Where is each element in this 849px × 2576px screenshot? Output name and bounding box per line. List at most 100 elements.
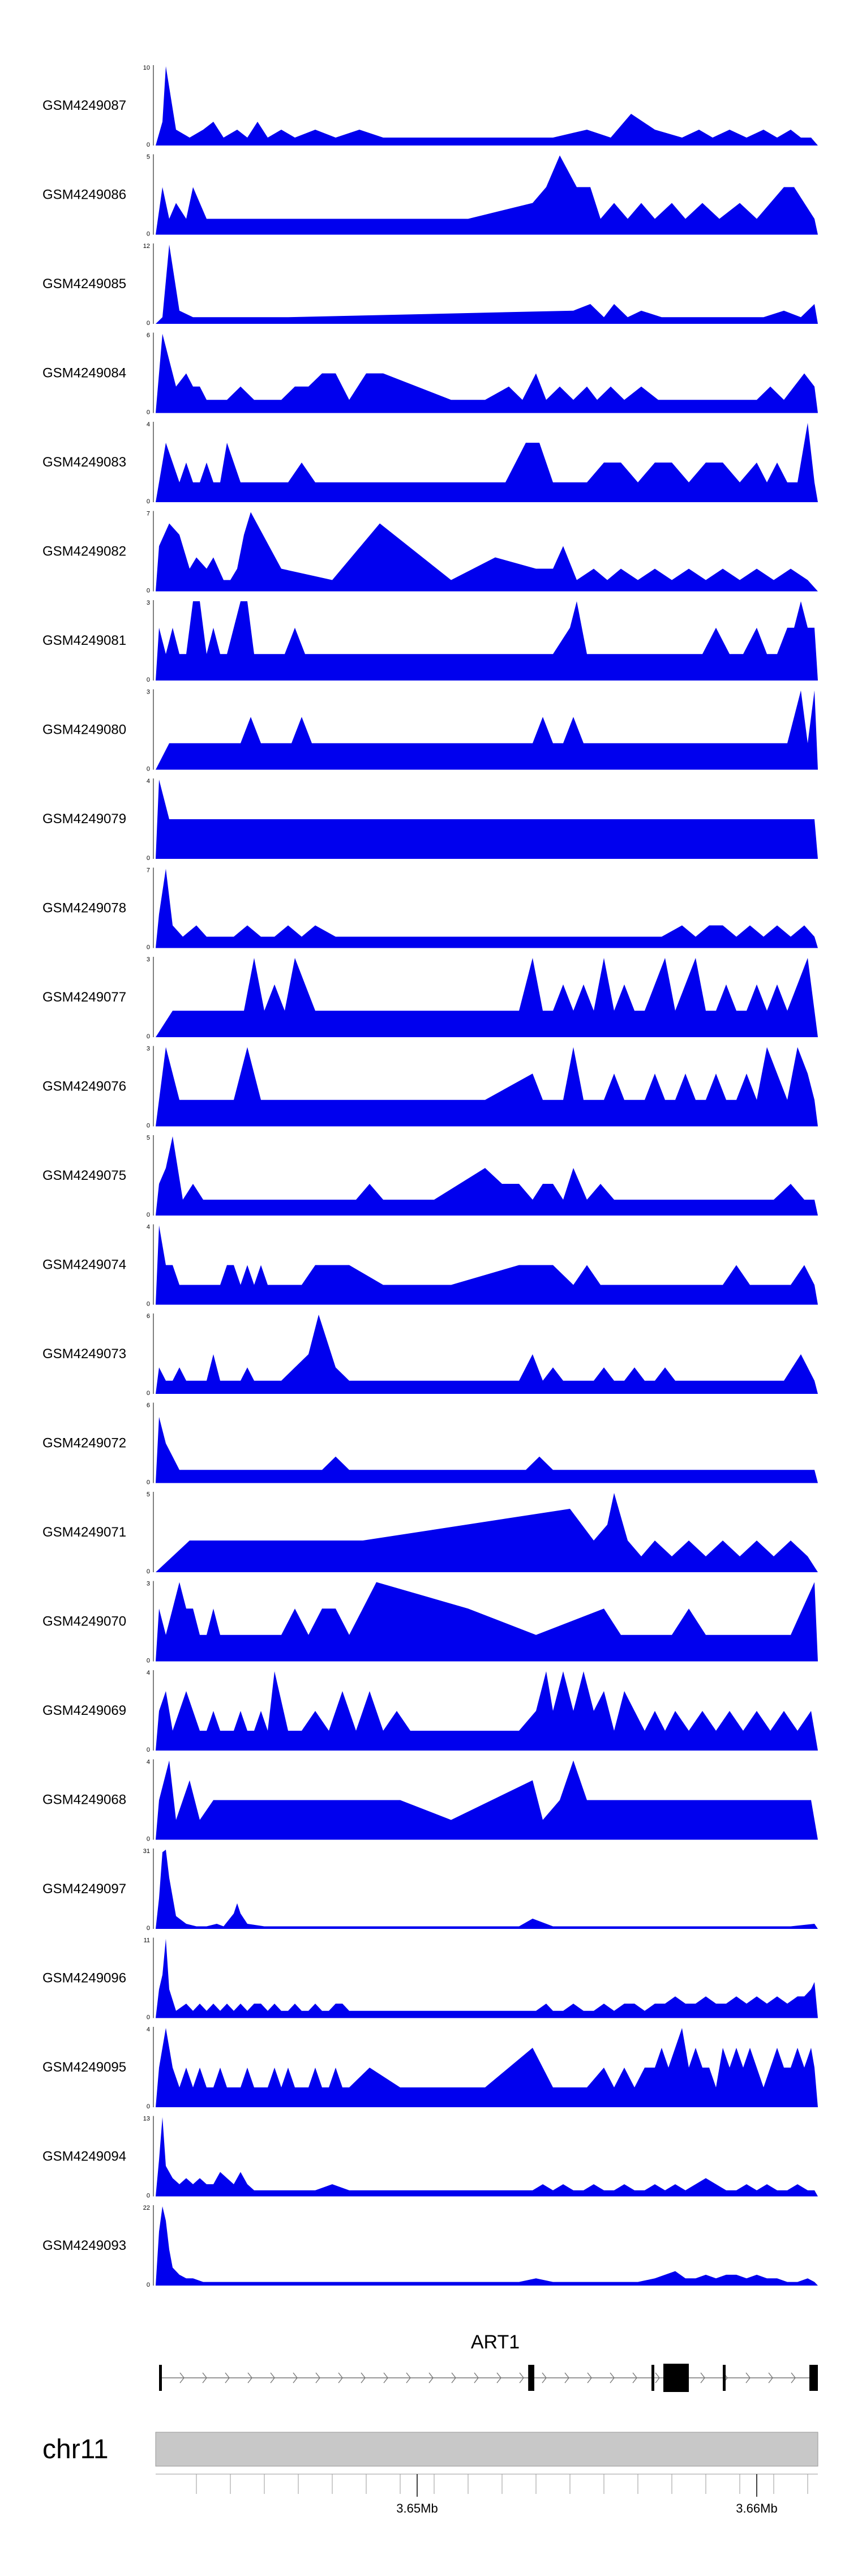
strand-arrow [383, 2372, 388, 2384]
coverage-area [156, 1760, 818, 1840]
y-min-label: 0 [147, 1390, 150, 1397]
coverage-area [156, 1417, 818, 1483]
coverage-area [156, 1939, 818, 2018]
axis-tick-label: 3.66Mb [736, 2501, 777, 2515]
track-GSM4249070: GSM4249070 3 0 [42, 1581, 818, 1664]
y-min-label: 0 [147, 1658, 150, 1664]
track-label: GSM4249085 [42, 276, 126, 292]
strand-arrow [496, 2372, 501, 2384]
gene-track: ART1 [159, 2331, 818, 2392]
track-GSM4249096: GSM4249096 11 0 [42, 1937, 818, 2021]
strand-arrow [610, 2372, 615, 2384]
strand-arrow [225, 2372, 230, 2384]
track-GSM4249071: GSM4249071 5 0 [42, 1491, 818, 1575]
strand-arrow [247, 2372, 252, 2384]
track-GSM4249075: GSM4249075 5 0 [42, 1135, 818, 1218]
track-label: GSM4249071 [42, 1525, 126, 1540]
strand-arrow [293, 2372, 298, 2384]
y-min-label: 0 [147, 1925, 150, 1932]
track-label: GSM4249086 [42, 187, 126, 203]
coverage-area [156, 512, 818, 592]
track-GSM4249097: GSM4249097 31 0 [42, 1848, 818, 1932]
strand-arrow [428, 2372, 434, 2384]
coverage-area [156, 423, 818, 502]
strand-arrow [179, 2372, 185, 2384]
exon-3 [651, 2365, 654, 2391]
strand-arrow [202, 2372, 207, 2384]
y-min-label: 0 [147, 1747, 150, 1753]
gene-name: ART1 [471, 2331, 520, 2353]
exon-6 [809, 2365, 814, 2391]
y-max-label: 11 [144, 1937, 150, 1944]
genomic-axis: 3.65Mb 3.66Mb [156, 2474, 818, 2515]
y-min-label: 0 [147, 1212, 150, 1218]
track-GSM4249078: GSM4249078 7 0 [42, 867, 818, 951]
track-GSM4249076: GSM4249076 3 0 [42, 1046, 818, 1129]
track-label: GSM4249093 [42, 2238, 126, 2253]
exon-7 [814, 2365, 818, 2391]
strand-arrow [338, 2372, 343, 2384]
track-GSM4249084: GSM4249084 6 0 [42, 332, 818, 416]
y-min-label: 0 [147, 588, 150, 594]
track-label: GSM4249077 [42, 990, 126, 1005]
y-min-label: 0 [147, 1033, 150, 1040]
track-label: GSM4249076 [42, 1079, 126, 1094]
coverage-area [156, 2117, 818, 2197]
y-min-label: 0 [147, 409, 150, 416]
y-max-label: 4 [147, 1759, 150, 1766]
track-GSM4249094: GSM4249094 13 0 [42, 2116, 818, 2200]
y-min-label: 0 [147, 944, 150, 951]
y-min-label: 0 [147, 1836, 150, 1843]
coverage-area [156, 1136, 818, 1216]
track-label: GSM4249072 [42, 1436, 126, 1451]
coverage-area [156, 690, 818, 770]
y-min-label: 0 [147, 498, 150, 505]
y-min-label: 0 [147, 1568, 150, 1575]
track-label: GSM4249082 [42, 544, 126, 559]
y-max-label: 7 [147, 511, 150, 517]
track-GSM4249079: GSM4249079 4 0 [42, 778, 818, 862]
coverage-area [156, 2028, 818, 2107]
y-max-label: 5 [147, 1135, 150, 1141]
strand-arrow [791, 2372, 796, 2384]
strand-arrow [632, 2372, 637, 2384]
strand-arrow [655, 2372, 660, 2384]
chromosome-band [155, 2432, 818, 2467]
track-GSM4249087: GSM4249087 10 0 [42, 65, 818, 148]
y-min-label: 0 [147, 231, 150, 238]
track-GSM4249073: GSM4249073 6 0 [42, 1313, 818, 1397]
track-GSM4249068: GSM4249068 4 0 [42, 1759, 818, 1843]
y-min-label: 0 [147, 766, 150, 773]
exon-2 [528, 2365, 534, 2391]
y-max-label: 3 [147, 1046, 150, 1052]
y-min-label: 0 [147, 2282, 150, 2288]
y-max-label: 7 [147, 867, 150, 874]
y-min-label: 0 [147, 2193, 150, 2200]
y-max-label: 3 [147, 1581, 150, 1587]
y-min-label: 0 [147, 1479, 150, 1486]
track-GSM4249095: GSM4249095 4 0 [42, 2026, 818, 2110]
track-GSM4249072: GSM4249072 6 0 [42, 1402, 818, 1486]
track-GSM4249069: GSM4249069 4 0 [42, 1670, 818, 1753]
track-label: GSM4249083 [42, 455, 126, 470]
track-GSM4249077: GSM4249077 3 0 [42, 956, 818, 1040]
y-min-label: 0 [147, 2014, 150, 2021]
coverage-area [156, 333, 818, 413]
track-GSM4249082: GSM4249082 7 0 [42, 511, 818, 594]
coverage-area [156, 1315, 818, 1394]
coverage-area [156, 66, 818, 146]
track-label: GSM4249096 [42, 1971, 126, 1986]
y-max-label: 5 [147, 154, 150, 161]
coverage-area [156, 780, 818, 859]
y-min-label: 0 [147, 1301, 150, 1308]
y-max-label: 6 [147, 1313, 150, 1320]
track-GSM4249093: GSM4249093 22 0 [42, 2205, 818, 2288]
track-GSM4249086: GSM4249086 5 0 [42, 154, 818, 238]
track-label: GSM4249080 [42, 722, 126, 738]
track-label: GSM4249087 [42, 98, 126, 113]
strand-arrow [587, 2372, 592, 2384]
track-label: GSM4249069 [42, 1703, 126, 1718]
y-min-label: 0 [147, 2103, 150, 2110]
coverage-area [156, 245, 818, 324]
